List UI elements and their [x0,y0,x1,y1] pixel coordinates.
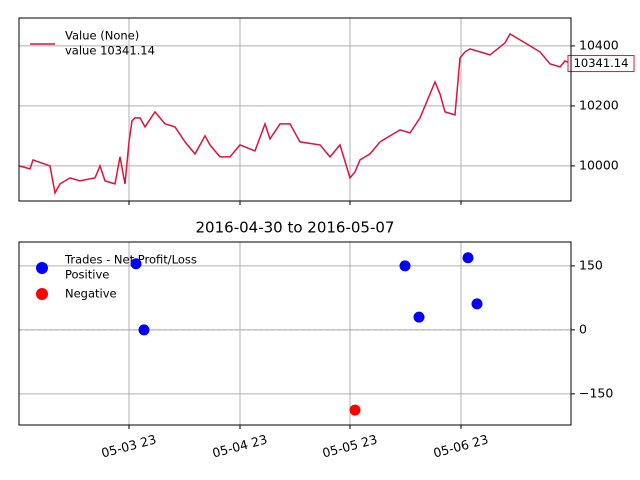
legend-marker [36,288,48,300]
trade-point [138,324,150,336]
trade-point [471,298,483,310]
y-tick-label: 10400 [579,37,619,52]
trade-point [413,311,425,323]
legend-note: value 10341.14 [65,44,155,58]
y-tick-label: 150 [579,257,603,272]
value-line [18,32,572,196]
chart-title: 2016-04-30 to 2016-05-07 [196,219,395,237]
legend-label: Negative [65,287,117,301]
last-value-box [567,55,635,73]
x-tick-label: 05-04 23 [211,432,269,461]
y-tick-label: 10200 [579,97,619,112]
legend-label: Value (None) [65,29,139,43]
last-value-label: 10341.14 [574,56,629,70]
y-tick-label: 10000 [579,157,619,172]
x-tick-label: 05-03 23 [100,432,158,461]
trade-point [462,252,474,264]
axes-frame [18,17,572,202]
x-tick-label: 05-06 23 [432,432,490,461]
y-tick-label: −150 [579,385,613,400]
trade-point [130,258,142,270]
legend-marker [36,262,48,274]
trade-point [399,260,411,272]
legend-title: Trades - Net Profit/Loss [64,253,197,267]
legend-label: Positive [65,268,109,282]
trade-point [349,404,361,416]
axes-frame [18,241,572,426]
x-tick-label: 05-05 23 [321,432,379,461]
y-tick-label: 0 [579,321,587,336]
